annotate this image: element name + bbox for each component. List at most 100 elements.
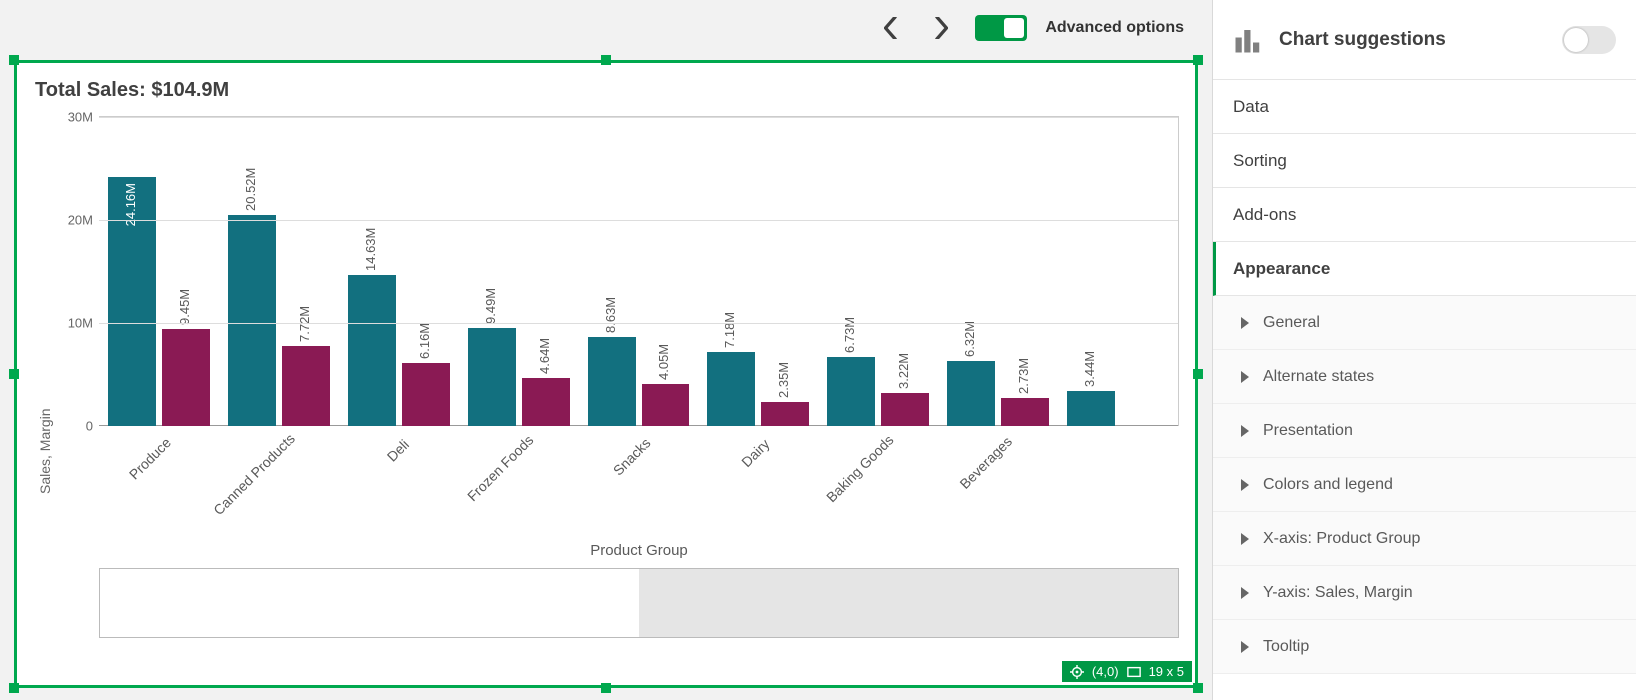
panel-subsection-label: Alternate states: [1263, 368, 1374, 386]
target-icon: [1070, 665, 1084, 679]
x-tick: Canned Products: [219, 432, 339, 542]
resize-handle[interactable]: [601, 683, 611, 693]
bar[interactable]: 6.73M: [827, 357, 875, 426]
bar-value-label: 14.63M: [363, 228, 378, 271]
x-axis-ticks: ProduceCanned ProductsDeliFrozen FoodsSn…: [99, 432, 1179, 542]
advanced-options-label: Advanced options: [1045, 19, 1184, 37]
y-tick: 0: [86, 419, 99, 434]
panel-subsection[interactable]: Y-axis: Sales, Margin: [1213, 566, 1636, 620]
panel-section[interactable]: Add-ons: [1213, 188, 1636, 242]
bar[interactable]: 2.73M: [1001, 398, 1049, 426]
bar[interactable]: 4.64M: [522, 378, 570, 426]
bar-chart-icon: [1233, 25, 1263, 55]
resize-handle[interactable]: [1193, 369, 1203, 379]
resize-handle[interactable]: [9, 369, 19, 379]
panel-subsection[interactable]: General: [1213, 296, 1636, 350]
x-tick: Snacks: [579, 432, 699, 542]
bar-group: 6.32M2.73M: [938, 117, 1058, 426]
chart-selection-frame[interactable]: Total Sales: $104.9M Sales, Margin 24.16…: [14, 60, 1198, 688]
resize-handle[interactable]: [1193, 683, 1203, 693]
bar[interactable]: 3.44M: [1067, 391, 1115, 426]
panel-subsection-label: General: [1263, 314, 1320, 332]
bar-group: 20.52M7.72M: [219, 117, 339, 426]
bar[interactable]: 9.45M: [162, 329, 210, 426]
bar[interactable]: 14.63M: [348, 275, 396, 426]
x-tick: Produce: [99, 432, 219, 542]
bar[interactable]: 3.22M: [881, 393, 929, 426]
caret-right-icon: [1241, 317, 1249, 329]
caret-right-icon: [1241, 587, 1249, 599]
panel-subsection-label: Y-axis: Sales, Margin: [1263, 584, 1413, 602]
properties-panel: Chart suggestions DataSortingAdd-onsAppe…: [1212, 0, 1636, 700]
caret-right-icon: [1241, 425, 1249, 437]
y-tick: 10M: [68, 316, 99, 331]
next-button[interactable]: [925, 12, 957, 44]
bar-group: 24.16M9.45M: [99, 117, 219, 426]
resize-handle[interactable]: [601, 55, 611, 65]
bar[interactable]: 2.35M: [761, 402, 809, 426]
prev-button[interactable]: [875, 12, 907, 44]
bar-group: 9.49M4.64M: [459, 117, 579, 426]
bar-value-label: 20.52M: [243, 167, 258, 210]
panel-subsection-label: Presentation: [1263, 422, 1353, 440]
bar[interactable]: 7.72M: [282, 346, 330, 426]
bar[interactable]: 24.16M: [108, 177, 156, 426]
y-tick: 20M: [68, 213, 99, 228]
panel-section[interactable]: Sorting: [1213, 134, 1636, 188]
selection-position: (4,0): [1092, 664, 1119, 679]
resize-handle[interactable]: [1193, 55, 1203, 65]
resize-handle[interactable]: [9, 55, 19, 65]
bar[interactable]: 4.05M: [642, 384, 690, 426]
x-axis-label: Product Group: [99, 542, 1179, 559]
caret-right-icon: [1241, 479, 1249, 491]
bar-value-label: 3.44M: [1082, 350, 1097, 386]
caret-right-icon: [1241, 641, 1249, 653]
selection-status-chip: (4,0) 19 x 5: [1062, 661, 1192, 682]
bar-value-label: 2.35M: [776, 362, 791, 398]
editor-topbar: Advanced options: [0, 0, 1212, 56]
bar[interactable]: 9.49M: [468, 328, 516, 426]
bar-group: 7.18M2.35M: [698, 117, 818, 426]
chart-title: Total Sales: $104.9M: [33, 75, 1179, 110]
panel-subsection[interactable]: Tooltip: [1213, 620, 1636, 674]
editor-canvas: Advanced options Total Sales: $104.9M Sa…: [0, 0, 1212, 700]
bar[interactable]: 8.63M: [588, 337, 636, 426]
bar[interactable]: 7.18M: [707, 352, 755, 426]
x-tick: Beverages: [939, 432, 1059, 542]
bar-chart[interactable]: Total Sales: $104.9M Sales, Margin 24.16…: [33, 75, 1179, 673]
panel-subsection-label: Tooltip: [1263, 638, 1309, 656]
bar-value-label: 7.18M: [722, 312, 737, 348]
y-tick: 30M: [68, 110, 99, 125]
panel-subsection-label: Colors and legend: [1263, 476, 1393, 494]
x-tick: Dairy: [699, 432, 819, 542]
panel-subsection[interactable]: X-axis: Product Group: [1213, 512, 1636, 566]
x-tick: Baking Goods: [819, 432, 939, 542]
bar-value-label: 2.73M: [1016, 358, 1031, 394]
bar[interactable]: 20.52M: [228, 215, 276, 426]
bar-group: 6.73M3.22M: [818, 117, 938, 426]
panel-subsection[interactable]: Colors and legend: [1213, 458, 1636, 512]
plot-area: 24.16M9.45M20.52M7.72M14.63M6.16M9.49M4.…: [99, 116, 1179, 426]
x-tick: [1059, 432, 1179, 542]
caret-right-icon: [1241, 533, 1249, 545]
resize-handle[interactable]: [9, 683, 19, 693]
selection-size: 19 x 5: [1149, 664, 1184, 679]
panel-section[interactable]: Data: [1213, 80, 1636, 134]
panel-subsection[interactable]: Alternate states: [1213, 350, 1636, 404]
advanced-options-toggle[interactable]: [975, 15, 1027, 41]
chart-suggestions-toggle[interactable]: [1562, 26, 1616, 54]
bar-value-label: 8.63M: [603, 297, 618, 333]
bar[interactable]: 6.16M: [402, 363, 450, 426]
overview-scroller[interactable]: [99, 568, 1179, 638]
chart-suggestions-row: Chart suggestions: [1213, 0, 1636, 80]
bar[interactable]: 6.32M: [947, 361, 995, 426]
panel-section[interactable]: Appearance: [1213, 242, 1636, 296]
bar-group: 8.63M4.05M: [579, 117, 699, 426]
panel-subsection[interactable]: Presentation: [1213, 404, 1636, 458]
bar-value-label: 6.16M: [417, 322, 432, 358]
bar-value-label: 4.05M: [656, 344, 671, 380]
panel-subsection-label: X-axis: Product Group: [1263, 530, 1420, 548]
size-icon: [1127, 665, 1141, 679]
bar-value-label: 7.72M: [297, 306, 312, 342]
bar-value-label: 3.22M: [896, 353, 911, 389]
